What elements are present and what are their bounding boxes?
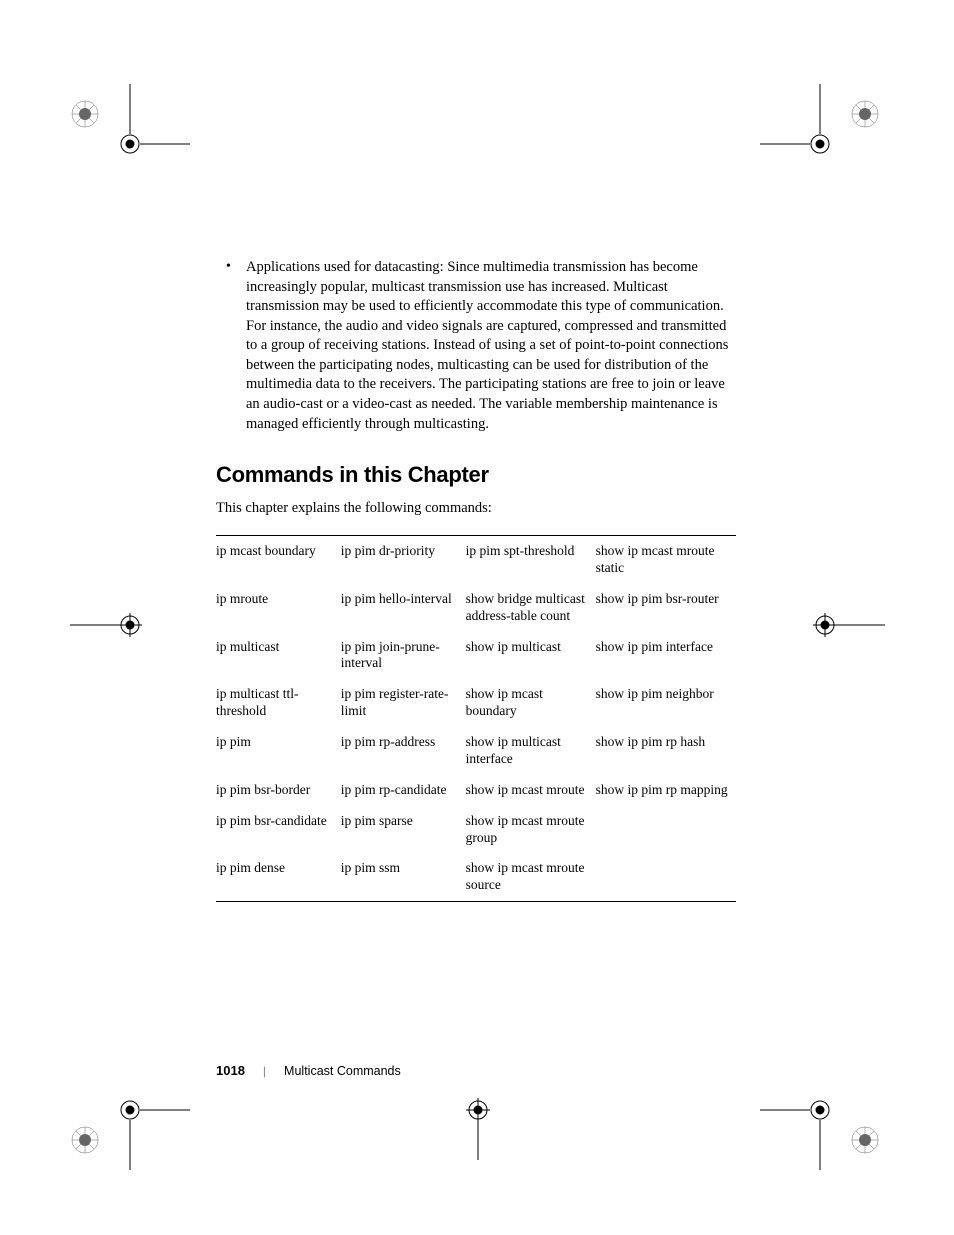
- command-cell: ip pim hello-interval: [341, 584, 466, 632]
- crop-mark-bottom-right: [760, 1050, 880, 1170]
- crop-mark-top-left: [70, 84, 190, 204]
- command-cell: ip multicast: [216, 632, 341, 680]
- command-cell: show ip pim bsr-router: [596, 584, 736, 632]
- command-cell: show ip pim interface: [596, 632, 736, 680]
- command-cell: show ip mcast boundary: [466, 679, 596, 727]
- table-row: ip pim bsr-candidateip pim sparseshow ip…: [216, 806, 736, 854]
- command-cell: show ip multicast: [466, 632, 596, 680]
- command-cell: show bridge multicast address-table coun…: [466, 584, 596, 632]
- footer-separator: |: [263, 1064, 266, 1078]
- crop-mark-bottom-center: [438, 1080, 518, 1160]
- command-cell: show ip mcast mroute source: [466, 853, 596, 901]
- command-cell: show ip mcast mroute static: [596, 536, 736, 584]
- table-row: ip pim bsr-borderip pim rp-candidateshow…: [216, 775, 736, 806]
- bullet-text: Applications used for datacasting: Since…: [246, 258, 736, 434]
- command-cell: show ip multicast interface: [466, 727, 596, 775]
- command-cell: [596, 853, 736, 901]
- bullet-list-item: • Applications used for datacasting: Sin…: [216, 258, 736, 434]
- command-cell: ip mcast boundary: [216, 536, 341, 584]
- section-heading: Commands in this Chapter: [216, 462, 736, 488]
- command-cell: ip pim rp-address: [341, 727, 466, 775]
- command-cell: show ip pim neighbor: [596, 679, 736, 727]
- command-cell: ip pim register-rate-limit: [341, 679, 466, 727]
- page-number: 1018: [216, 1063, 245, 1078]
- command-cell: ip pim spt-threshold: [466, 536, 596, 584]
- command-cell: ip pim sparse: [341, 806, 466, 854]
- table-row: ip pim denseip pim ssmshow ip mcast mrou…: [216, 853, 736, 901]
- table-row: ip pimip pim rp-addressshow ip multicast…: [216, 727, 736, 775]
- table-row: ip mcast boundaryip pim dr-priorityip pi…: [216, 536, 736, 584]
- commands-table: ip mcast boundaryip pim dr-priorityip pi…: [216, 535, 736, 902]
- command-cell: ip pim ssm: [341, 853, 466, 901]
- table-row: ip multicast ttl-thresholdip pim registe…: [216, 679, 736, 727]
- command-cell: ip pim rp-candidate: [341, 775, 466, 806]
- crop-mark-right-mid: [805, 595, 885, 655]
- command-cell: ip multicast ttl-threshold: [216, 679, 341, 727]
- command-cell: [596, 806, 736, 854]
- command-cell: ip pim bsr-candidate: [216, 806, 341, 854]
- table-row: ip multicastip pim join-prune-intervalsh…: [216, 632, 736, 680]
- page-content: • Applications used for datacasting: Sin…: [216, 258, 736, 902]
- command-cell: ip pim join-prune-interval: [341, 632, 466, 680]
- command-cell: ip pim bsr-border: [216, 775, 341, 806]
- section-intro: This chapter explains the following comm…: [216, 500, 736, 517]
- footer-title: Multicast Commands: [284, 1064, 401, 1078]
- command-cell: ip pim dr-priority: [341, 536, 466, 584]
- command-cell: show ip mcast mroute group: [466, 806, 596, 854]
- command-cell: ip pim dense: [216, 853, 341, 901]
- bullet-marker: •: [216, 258, 246, 434]
- crop-mark-bottom-left: [70, 1050, 190, 1170]
- page-footer: 1018 | Multicast Commands: [216, 1063, 401, 1078]
- command-cell: ip mroute: [216, 584, 341, 632]
- table-row: ip mrouteip pim hello-intervalshow bridg…: [216, 584, 736, 632]
- crop-mark-top-right: [760, 84, 880, 204]
- crop-mark-left-mid: [70, 595, 150, 655]
- command-cell: show ip pim rp mapping: [596, 775, 736, 806]
- command-cell: show ip pim rp hash: [596, 727, 736, 775]
- command-cell: show ip mcast mroute: [466, 775, 596, 806]
- command-cell: ip pim: [216, 727, 341, 775]
